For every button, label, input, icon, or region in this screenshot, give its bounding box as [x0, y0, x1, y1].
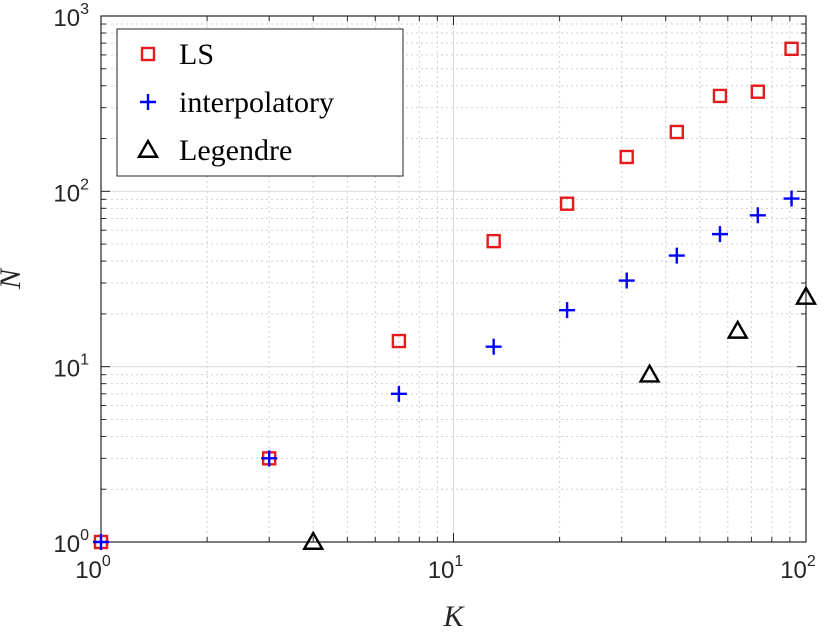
- x-tick-labels: 100 101 102: [75, 553, 816, 584]
- y-tick-label: 102: [53, 176, 89, 207]
- interpolatory-point: [93, 534, 109, 550]
- x-tick-label: 101: [428, 553, 464, 584]
- legend-marker-ls: [140, 46, 156, 62]
- legend-entry-interpolatory: interpolatory: [140, 86, 334, 119]
- ls-point: [669, 124, 684, 140]
- legend-marker-interpolatory: [140, 94, 156, 110]
- interpolatory-point: [749, 207, 766, 224]
- series-interpolatory: [93, 190, 800, 550]
- interpolatory-point: [668, 247, 685, 264]
- ls-point: [712, 88, 728, 104]
- ls-point: [750, 84, 766, 99]
- series-legendre: [302, 285, 818, 550]
- ls-point: [486, 233, 501, 249]
- data-markers: [93, 41, 818, 550]
- y-tick-label: 101: [53, 352, 89, 383]
- legend-entry-legendre: Legendre: [136, 134, 292, 167]
- interpolatory-point: [485, 338, 502, 355]
- legend-label: LS: [179, 38, 214, 71]
- x-tick-label: 100: [75, 553, 111, 584]
- interpolatory-point: [559, 302, 576, 319]
- y-tick-label: 103: [53, 1, 89, 32]
- x-tick-label: 102: [780, 553, 816, 584]
- interpolatory-point: [390, 385, 407, 402]
- interpolatory-point: [783, 190, 800, 207]
- tick-marks: [100, 15, 807, 543]
- legendre-point: [638, 363, 661, 383]
- y-tick-labels: 100 101 102 103: [53, 1, 89, 558]
- ls-point: [784, 41, 799, 57]
- legendre-point: [726, 319, 749, 339]
- y-tick-label: 100: [53, 527, 89, 558]
- interpolatory-point: [618, 272, 635, 289]
- legendre-point: [302, 530, 325, 550]
- legend-entry-ls: LS: [140, 38, 214, 71]
- ls-point: [559, 196, 575, 211]
- legend-box: [116, 28, 404, 177]
- x-axis-label: K: [442, 600, 465, 632]
- legendre-point: [794, 285, 818, 305]
- legend-label: interpolatory: [179, 86, 334, 119]
- y-axis-label: N: [0, 267, 27, 290]
- major-grid: [101, 16, 806, 542]
- ls-point: [391, 333, 407, 349]
- interpolatory-point: [711, 226, 728, 243]
- legend-marker-legendre: [136, 138, 160, 158]
- legend: LS interpolatory Legendre: [116, 28, 404, 177]
- interpolatory-point: [261, 450, 278, 467]
- legend-label: Legendre: [179, 134, 292, 167]
- ls-point: [619, 149, 634, 165]
